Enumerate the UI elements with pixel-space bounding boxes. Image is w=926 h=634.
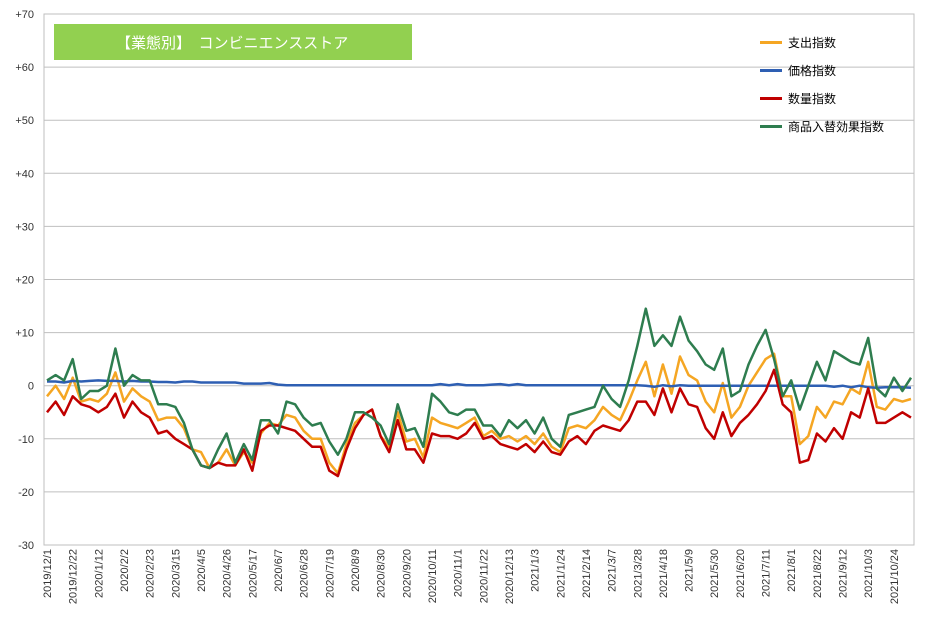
x-tick-label: 2021/3/28 [632,549,644,598]
y-tick-label: +20 [15,275,34,287]
legend-swatch [760,124,782,128]
x-tick-label: 2021/5/9 [684,549,696,592]
x-tick-label: 2020/3/15 [170,549,182,598]
x-tick-label: 2021/8/1 [786,549,798,592]
x-tick-label: 2021/3/7 [607,549,619,592]
x-tick-label: 2020/8/30 [376,549,388,598]
series-line [46,352,912,475]
legend-label: 商品入替効果指数 [788,119,885,134]
x-tick-label: 2021/6/20 [735,549,747,598]
x-tick-label: 2021/9/12 [838,549,850,598]
x-tick-label: 2020/4/26 [222,549,234,598]
y-tick-label: 0 [28,381,34,393]
y-tick-label: +30 [15,221,34,233]
y-tick-label: +40 [15,168,34,180]
y-tick-label: +50 [15,115,34,127]
legend-swatch [760,96,782,100]
chart-title: 【業態別】 コンビニエンスストア [54,24,412,60]
legend-item: 商品入替効果指数 [760,112,884,140]
x-tick-label: 2019/12/22 [68,549,80,604]
x-tick-label: 2020/6/28 [299,549,311,598]
y-tick-label: -10 [18,434,34,446]
x-tick-label: 2020/6/7 [273,549,285,592]
legend-swatch [760,40,782,44]
x-tick-label: 2020/12/13 [504,549,516,604]
x-tick-label: 2020/2/2 [119,549,131,592]
series-line [46,307,913,470]
x-tick-label: 2021/4/18 [658,549,670,598]
legend-swatch [760,68,782,72]
x-tick-label: 2020/11/1 [453,549,465,597]
legend-item: 価格指数 [760,56,884,84]
x-tick-label: 2021/1/24 [555,549,567,598]
x-tick-label: 2020/4/5 [196,549,208,592]
y-tick-label: -20 [18,487,34,499]
y-tick-label: +60 [15,62,34,74]
y-tick-label: -30 [18,540,34,552]
x-tick-label: 2020/5/17 [247,549,259,598]
y-tick-label: +70 [15,9,34,21]
legend-label: 数量指数 [788,91,837,106]
x-tick-label: 2021/10/3 [863,549,875,598]
x-tick-label: 2021/2/14 [581,549,593,598]
x-tick-label: 2020/2/23 [145,549,157,598]
legend-item: 数量指数 [760,84,884,112]
legend: 支出指数価格指数数量指数商品入替効果指数 [760,28,884,140]
x-tick-label: 2019/12/1 [42,549,54,598]
legend-item: 支出指数 [760,28,884,56]
x-tick-label: 2020/9/20 [401,549,413,598]
legend-label: 支出指数 [788,35,837,50]
x-tick-label: 2021/1/3 [530,549,542,592]
x-tick-label: 2021/7/11 [761,549,773,597]
x-tick-label: 2020/8/9 [350,549,362,592]
x-tick-label: 2021/8/22 [812,549,824,598]
y-tick-label: +10 [15,328,34,340]
x-tick-label: 2020/11/22 [478,549,490,603]
legend-label: 価格指数 [788,63,837,78]
x-tick-label: 2020/7/19 [324,549,336,598]
x-tick-label: 2020/10/11 [427,549,439,603]
x-tick-label: 2020/1/12 [93,549,105,598]
x-tick-label: 2021/5/30 [709,549,721,598]
x-tick-label: 2021/10/24 [889,549,901,604]
